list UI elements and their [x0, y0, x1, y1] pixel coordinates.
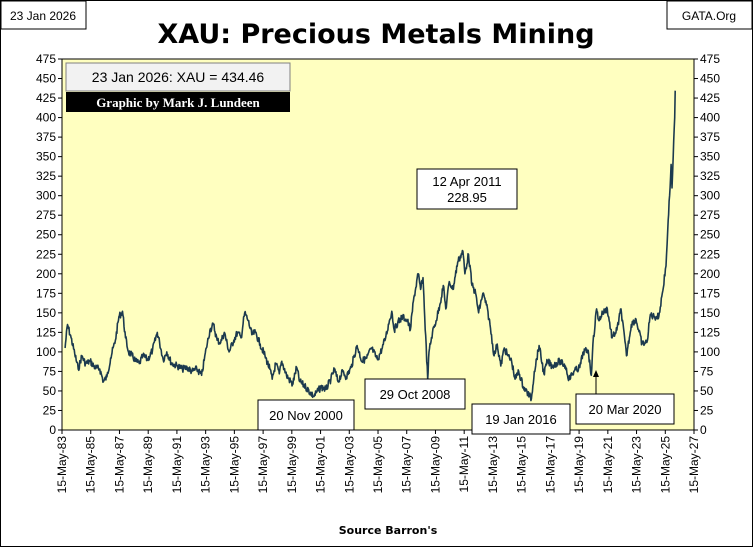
- x-tick-label: 15-May-85: [84, 436, 98, 494]
- annotation-text: 12 Apr 2011: [432, 174, 501, 189]
- x-axis-label: Source Barron's: [339, 524, 438, 537]
- x-tick-label: 15-May-11: [457, 436, 471, 493]
- y-tick-label-right: 400: [700, 111, 720, 125]
- x-tick-label: 15-May-01: [314, 436, 328, 494]
- annotation-box: [364, 378, 466, 410]
- annotation-text: 19 Jan 2016: [485, 412, 557, 427]
- y-tick-label-left: 325: [36, 169, 56, 183]
- y-tick-label-left: 100: [36, 345, 56, 359]
- x-tick-label: 15-May-93: [199, 436, 213, 494]
- annotation-text: 20 Nov 2000: [269, 408, 343, 423]
- x-tick-label: 15-May-23: [630, 436, 644, 494]
- y-tick-label-left: 200: [36, 267, 56, 281]
- source-box-text: GATA.Org: [682, 9, 736, 23]
- source-box: [666, 0, 753, 30]
- y-tick-label-left: 150: [36, 306, 56, 320]
- info-box-text: 23 Jan 2026: XAU = 434.46: [92, 69, 265, 85]
- y-tick-label-right: 375: [700, 130, 720, 144]
- x-tick-label: 15-May-99: [285, 436, 299, 494]
- y-tick-label-right: 250: [700, 228, 720, 242]
- y-tick-label-left: 475: [36, 52, 56, 66]
- y-tick-label-right: 150: [700, 306, 720, 320]
- annotation-box: [416, 168, 518, 210]
- y-tick-label-right: 175: [700, 286, 720, 300]
- annotation-box: [257, 399, 355, 431]
- y-tick-label-left: 400: [36, 111, 56, 125]
- y-tick-label-right: 475: [700, 52, 720, 66]
- x-tick-label: 15-May-91: [170, 436, 184, 494]
- annotation-box: [575, 393, 675, 425]
- credit-badge: [66, 92, 290, 112]
- y-tick-label-right: 100: [700, 345, 720, 359]
- y-tick-label-left: 250: [36, 228, 56, 242]
- annotation-2: 20 Nov 2000: [257, 399, 355, 431]
- date-box-text: 23 Jan 2026: [10, 9, 76, 23]
- info-box: [65, 62, 291, 92]
- series-line-xau: [64, 90, 676, 402]
- y-tick-label-left: 50: [43, 384, 57, 398]
- y-tick-label-right: 350: [700, 150, 720, 164]
- x-tick-label: 15-May-15: [515, 436, 529, 494]
- y-tick-label-left: 450: [36, 72, 56, 86]
- y-tick-label-left: 275: [36, 208, 56, 222]
- annotation-1: 29 Oct 2008: [364, 378, 466, 410]
- y-tick-label-left: 375: [36, 130, 56, 144]
- x-tick-label: 15-May-87: [112, 436, 126, 494]
- x-tick-label: 15-May-83: [55, 436, 69, 494]
- annotation-arrow-head: [593, 370, 599, 377]
- x-tick-label: 15-May-17: [543, 436, 557, 494]
- y-tick-label-right: 25: [700, 403, 714, 417]
- chart-title: XAU: Precious Metals Mining: [157, 19, 594, 50]
- y-tick-label-right: 450: [700, 72, 720, 86]
- y-tick-label-left: 25: [43, 403, 57, 417]
- y-tick-label-right: 225: [700, 247, 720, 261]
- plot-area: [61, 58, 695, 431]
- x-tick-label: 15-May-21: [601, 436, 615, 494]
- annotation-value: 228.95: [447, 190, 487, 205]
- x-tick-label: 15-May-27: [687, 436, 701, 494]
- y-tick-label-right: 425: [700, 91, 720, 105]
- y-tick-label-left: 125: [36, 325, 56, 339]
- y-axis-left: 0 25 50 75 100 125 150 175 200 225 250 275 300 325 350…: [36, 52, 62, 437]
- y-axis-right: 0 25 50 75 100 125 150 175 200 225 250 275 300 325 350…: [694, 52, 720, 437]
- y-tick-label-right: 300: [700, 189, 720, 203]
- y-tick-label-left: 175: [36, 286, 56, 300]
- y-tick-label-right: 75: [700, 364, 714, 378]
- x-tick-label: 15-May-19: [572, 436, 586, 494]
- annotation-3: 19 Jan 2016: [471, 403, 571, 435]
- x-tick-label: 15-May-05: [371, 436, 385, 494]
- x-tick-label: 15-May-03: [342, 436, 356, 494]
- y-tick-label-left: 75: [43, 364, 57, 378]
- y-tick-label-left: 225: [36, 247, 56, 261]
- y-tick-label-right: 0: [700, 423, 707, 437]
- x-tick-label: 15-May-97: [256, 436, 270, 494]
- y-tick-label-right: 200: [700, 267, 720, 281]
- y-tick-label-right: 325: [700, 169, 720, 183]
- y-tick-label-right: 50: [700, 384, 714, 398]
- y-tick-label-right: 275: [700, 208, 720, 222]
- x-axis: 15-May-83 15-May-85 15-May-87 15-May-89 15-M…: [55, 430, 701, 493]
- y-tick-label-left: 350: [36, 150, 56, 164]
- x-tick-label: 15-May-25: [658, 436, 672, 494]
- annotation-box: [471, 403, 571, 435]
- y-tick-label-left: 300: [36, 189, 56, 203]
- y-tick-label-left: 425: [36, 91, 56, 105]
- x-tick-label: 15-May-07: [400, 436, 414, 494]
- y-tick-label-right: 125: [700, 325, 720, 339]
- annotation-4: 20 Mar 2020: [575, 370, 675, 425]
- x-tick-label: 15-May-09: [428, 436, 442, 494]
- x-tick-label: 15-May-95: [227, 436, 241, 494]
- annotation-text: 29 Oct 2008: [380, 387, 451, 402]
- credit-badge-text: Graphic by Mark J. Lundeen: [96, 95, 260, 110]
- x-tick-label: 15-May-13: [486, 436, 500, 494]
- y-tick-label-left: 0: [49, 423, 56, 437]
- date-box: [0, 0, 87, 30]
- annotation-text: 20 Mar 2020: [589, 402, 662, 417]
- x-tick-label: 15-May-89: [141, 436, 155, 494]
